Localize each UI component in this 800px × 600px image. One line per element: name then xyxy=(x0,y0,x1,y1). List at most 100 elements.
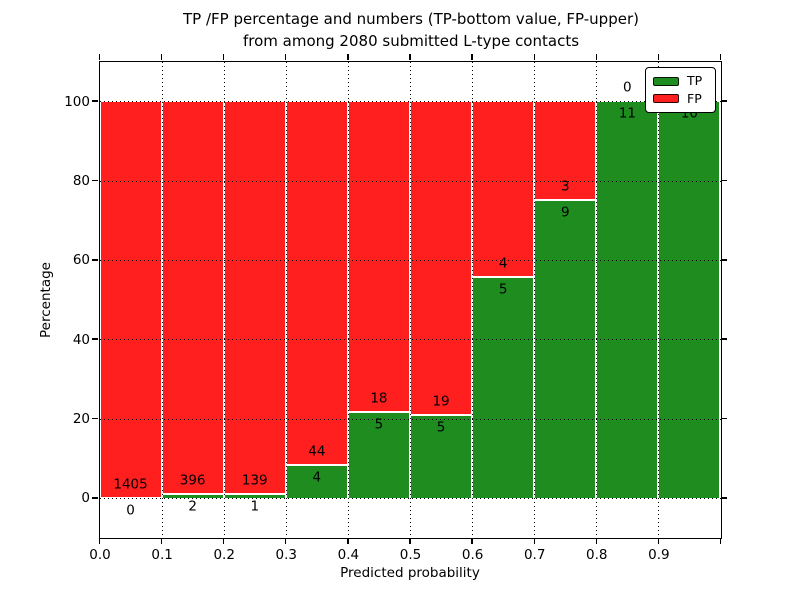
x-tick-mark-top xyxy=(595,54,597,60)
tp-bar-segment xyxy=(534,200,597,498)
tp-legend-swatch-icon xyxy=(653,76,679,86)
y-tick-mark-right xyxy=(720,100,727,102)
legend-item-tp: TP xyxy=(653,73,708,88)
gridline-vertical xyxy=(347,61,349,538)
x-tick-mark xyxy=(409,537,411,544)
chart-title-line2: from among 2080 submitted L-type contact… xyxy=(242,32,580,50)
x-axis-label: Predicted probability xyxy=(340,565,480,581)
y-tick-mark xyxy=(92,100,98,102)
x-tick-mark-top xyxy=(347,54,349,60)
y-tick-mark-right xyxy=(720,259,727,261)
x-tick-mark xyxy=(285,537,287,544)
fp-bar-segment xyxy=(347,101,410,412)
x-tick-mark xyxy=(595,537,597,544)
gridline-vertical xyxy=(161,61,163,538)
x-tick-mark-top xyxy=(471,54,473,60)
fp-count-label: 18 xyxy=(370,389,388,406)
legend-label-fp: FP xyxy=(687,90,702,106)
y-tick-mark-right xyxy=(720,179,727,182)
y-tick-mark xyxy=(92,338,98,340)
x-tick-mark-top xyxy=(160,54,163,60)
fp-bar-segment xyxy=(410,101,473,416)
x-tick-label: 0.0 xyxy=(89,547,111,563)
y-tick-mark xyxy=(92,497,98,499)
gridline-vertical xyxy=(596,61,598,538)
y-tick-mark xyxy=(92,179,98,182)
legend-label-tp: TP xyxy=(687,73,703,88)
tp-bar-segment xyxy=(596,101,659,498)
x-tick-label: 0.9 xyxy=(648,547,670,563)
fp-count-label: 396 xyxy=(179,472,206,489)
y-tick-mark-right xyxy=(720,338,727,340)
y-axis-label: Percentage xyxy=(38,262,54,338)
gridline-vertical xyxy=(285,61,287,538)
x-tick-mark xyxy=(533,537,535,544)
tp-bar-segment xyxy=(285,464,348,498)
tp-count-label: 1 xyxy=(250,498,260,515)
fp-bar-segment xyxy=(285,101,348,465)
x-tick-mark xyxy=(160,537,163,544)
y-tick-label: 20 xyxy=(72,411,90,427)
fp-count-label: 0 xyxy=(623,79,632,96)
gridline-vertical xyxy=(472,61,474,538)
fp-count-label: 19 xyxy=(432,393,450,410)
fp-count-label: 1405 xyxy=(113,476,148,493)
x-tick-label: 0.6 xyxy=(461,547,484,563)
x-tick-mark xyxy=(98,537,101,544)
x-tick-mark-top xyxy=(719,54,722,60)
tp-count-label: 0 xyxy=(126,502,135,519)
x-tick-mark xyxy=(657,537,660,544)
gridline-vertical xyxy=(534,61,536,538)
fp-bar-segment xyxy=(161,101,224,495)
y-tick-label: 80 xyxy=(72,173,90,189)
fp-count-label: 4 xyxy=(498,255,508,272)
fp-bar-segment xyxy=(534,101,597,201)
x-tick-mark-top xyxy=(657,54,660,60)
fp-bar-segment xyxy=(472,101,535,278)
x-tick-label: 0.3 xyxy=(275,547,298,563)
x-tick-mark-top xyxy=(223,54,225,60)
y-tick-label: 0 xyxy=(81,490,90,507)
gridline-vertical xyxy=(658,61,660,538)
tp-bar-segment xyxy=(472,277,535,498)
x-tick-label: 0.4 xyxy=(337,547,360,563)
fp-bar-segment xyxy=(223,101,286,495)
y-tick-label: 40 xyxy=(72,331,90,348)
y-tick-mark xyxy=(92,417,98,420)
chart-title-line1: TP /FP percentage and numbers (TP-bottom… xyxy=(183,10,639,28)
x-tick-label: 0.7 xyxy=(523,547,546,563)
legend-item-fp: FP xyxy=(653,90,708,106)
x-tick-label: 0.5 xyxy=(399,547,422,563)
y-tick-label: 60 xyxy=(72,252,90,269)
x-tick-mark-top xyxy=(285,54,287,60)
tp-bar-segment xyxy=(347,411,410,498)
tp-bar-segment xyxy=(658,101,721,498)
gridline-vertical xyxy=(410,61,411,538)
x-tick-mark xyxy=(347,537,349,544)
x-tick-mark-top xyxy=(409,54,411,60)
tp-count-label: 4 xyxy=(312,469,322,486)
tp-count-label: 5 xyxy=(436,419,446,436)
fp-count-label: 3 xyxy=(560,178,570,195)
plot-area: 14050396213914441851954539011010 xyxy=(92,54,727,544)
x-tick-mark-top xyxy=(98,54,101,60)
y-tick-mark xyxy=(92,259,98,261)
x-tick-mark xyxy=(471,537,473,544)
x-tick-mark-top xyxy=(533,54,535,60)
tp-count-label: 5 xyxy=(498,281,508,298)
y-tick-mark-right xyxy=(720,417,727,420)
x-tick-label: 0.8 xyxy=(586,547,608,563)
legend: TP FP xyxy=(645,67,716,113)
x-tick-mark xyxy=(719,537,722,544)
fp-legend-swatch-icon xyxy=(653,94,679,104)
tp-count-label: 5 xyxy=(374,415,384,432)
fp-count-label: 44 xyxy=(308,443,326,460)
x-tick-mark xyxy=(223,537,225,544)
tp-count-label: 11 xyxy=(618,105,636,122)
tp-count-label: 9 xyxy=(560,204,570,221)
y-tick-label: 100 xyxy=(64,93,90,110)
fp-count-label: 139 xyxy=(241,472,268,489)
y-tick-mark-right xyxy=(720,497,727,499)
x-tick-label: 0.1 xyxy=(151,547,173,563)
tp-bar-segment xyxy=(410,415,473,498)
